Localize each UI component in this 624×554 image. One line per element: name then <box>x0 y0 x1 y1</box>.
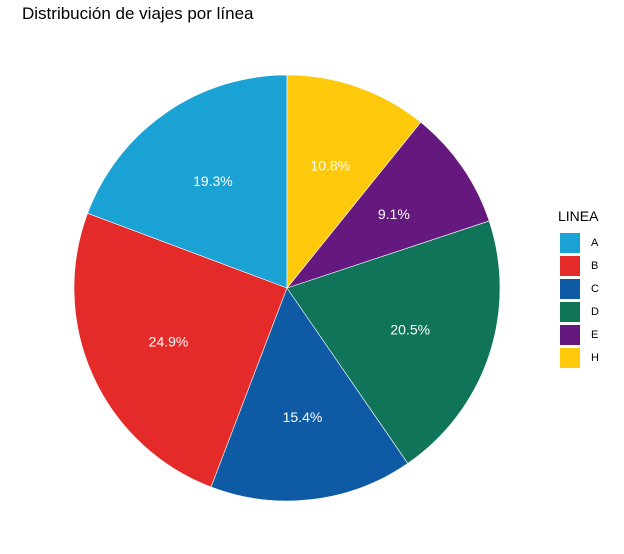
legend-label: H <box>591 351 599 364</box>
pie-slice-h <box>286 74 422 289</box>
legend-swatch <box>560 278 580 299</box>
legend-swatch <box>560 347 580 368</box>
slice-label-h: 10.8% <box>310 157 350 173</box>
legend-swatch <box>560 301 580 322</box>
legend-item-b: B <box>558 254 599 277</box>
legend-label: A <box>591 236 599 249</box>
slice-label-e: 9.1% <box>378 206 410 222</box>
legend-swatch <box>560 324 580 345</box>
legend-item-a: A <box>558 231 599 254</box>
pie-slice-d <box>286 220 501 464</box>
pie-slice-c <box>210 287 409 502</box>
legend-label: D <box>591 305 599 318</box>
legend-label: B <box>591 259 599 272</box>
pie-slice-a <box>87 74 288 289</box>
chart-title: Distribución de viajes por línea <box>22 4 254 23</box>
legend-item-c: C <box>558 277 599 300</box>
legend-title: LINEA <box>558 208 599 224</box>
legend-label: C <box>591 282 599 295</box>
pie-slice-b <box>73 212 288 488</box>
legend-label: E <box>591 328 599 341</box>
slice-label-d: 20.5% <box>390 321 430 337</box>
legend-swatch <box>560 232 580 253</box>
slice-label-c: 15.4% <box>283 409 323 425</box>
pie-slice-e <box>286 121 490 289</box>
legend-item-e: E <box>558 323 599 346</box>
legend-item-h: H <box>558 346 599 369</box>
slice-label-a: 19.3% <box>193 173 233 189</box>
legend-swatch <box>560 255 580 276</box>
slice-label-b: 24.9% <box>149 333 189 349</box>
legend-item-d: D <box>558 300 599 323</box>
